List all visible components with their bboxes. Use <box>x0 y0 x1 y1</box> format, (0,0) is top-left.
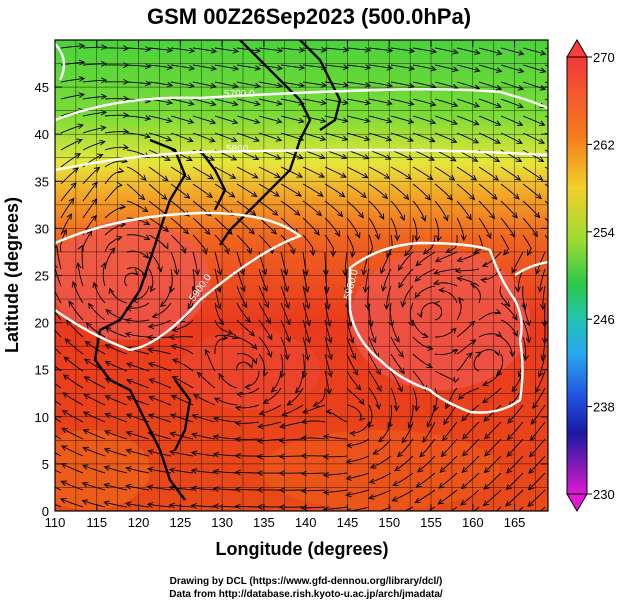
contour-line-3 <box>55 211 303 352</box>
y-tick-label: 20 <box>35 316 49 331</box>
contour-line-2 <box>55 148 548 172</box>
x-tick-label: 155 <box>420 515 442 530</box>
colorbar-tick-label: 230 <box>593 487 615 502</box>
credit-line-1: Drawing by DCL (https://www.gfd-dennou.o… <box>170 576 443 587</box>
contour-label-1: 5700.0 <box>224 89 255 100</box>
coastline <box>93 40 342 501</box>
contour-label-2: 5800 <box>226 144 249 155</box>
x-tick-label: 130 <box>211 515 233 530</box>
y-tick-label: 10 <box>35 410 49 425</box>
height-contours: 5700.0 5800 5900.0 5900.0 <box>55 43 548 414</box>
y-tick-label: 25 <box>35 269 49 284</box>
colorbar-top-arrow <box>566 39 588 58</box>
y-axis-label: Latitude (degrees) <box>2 197 22 353</box>
contour-line-4 <box>348 241 524 414</box>
x-tick-label: 150 <box>378 515 400 530</box>
x-axis-label: Longitude (degrees) <box>215 539 388 559</box>
x-tick-label: 160 <box>462 515 484 530</box>
x-tick-label: 115 <box>86 515 107 530</box>
x-axis-ticks: 110 115 120 125 130 135 140 145 150 155 160 165 <box>45 40 526 530</box>
colorbar-bottom-arrow <box>566 493 588 512</box>
colorbar-tick-label: 238 <box>593 400 615 415</box>
colorbar-tick-label: 254 <box>593 225 615 240</box>
y-tick-label: 35 <box>35 174 49 189</box>
contour-line-5 <box>514 260 548 276</box>
x-tick-label: 110 <box>45 515 66 530</box>
x-tick-label: 165 <box>504 515 526 530</box>
contour-top-left-arc <box>55 43 66 81</box>
y-tick-label: 45 <box>35 80 49 95</box>
x-tick-label: 145 <box>337 515 359 530</box>
y-tick-label: 15 <box>35 363 49 378</box>
lat-lon-grid <box>55 40 548 511</box>
colorbar: 270 262 254 246 238 230 <box>566 39 615 512</box>
y-tick-label: 40 <box>35 127 49 142</box>
y-tick-label: 5 <box>42 457 49 472</box>
contour-line-1 <box>55 88 548 122</box>
x-tick-label: 135 <box>253 515 275 530</box>
colorbar-tick-label: 270 <box>593 50 615 65</box>
colorbar-tick-label: 246 <box>593 312 615 327</box>
x-tick-label: 125 <box>169 515 191 530</box>
y-tick-label: 30 <box>35 221 49 236</box>
map-title: GSM 00Z26Sep2023 (500.0hPa) <box>147 4 471 29</box>
x-tick-label: 140 <box>295 515 317 530</box>
colorbar-tick-label: 262 <box>593 137 615 152</box>
y-tick-label: 0 <box>42 504 49 519</box>
credit-line-2: Data from http://database.rish.kyoto-u.a… <box>169 589 443 600</box>
y-axis-ticks: 0 5 10 15 20 25 30 35 40 45 <box>35 80 548 519</box>
x-tick-label: 120 <box>128 515 150 530</box>
colorbar-bar <box>566 56 588 495</box>
